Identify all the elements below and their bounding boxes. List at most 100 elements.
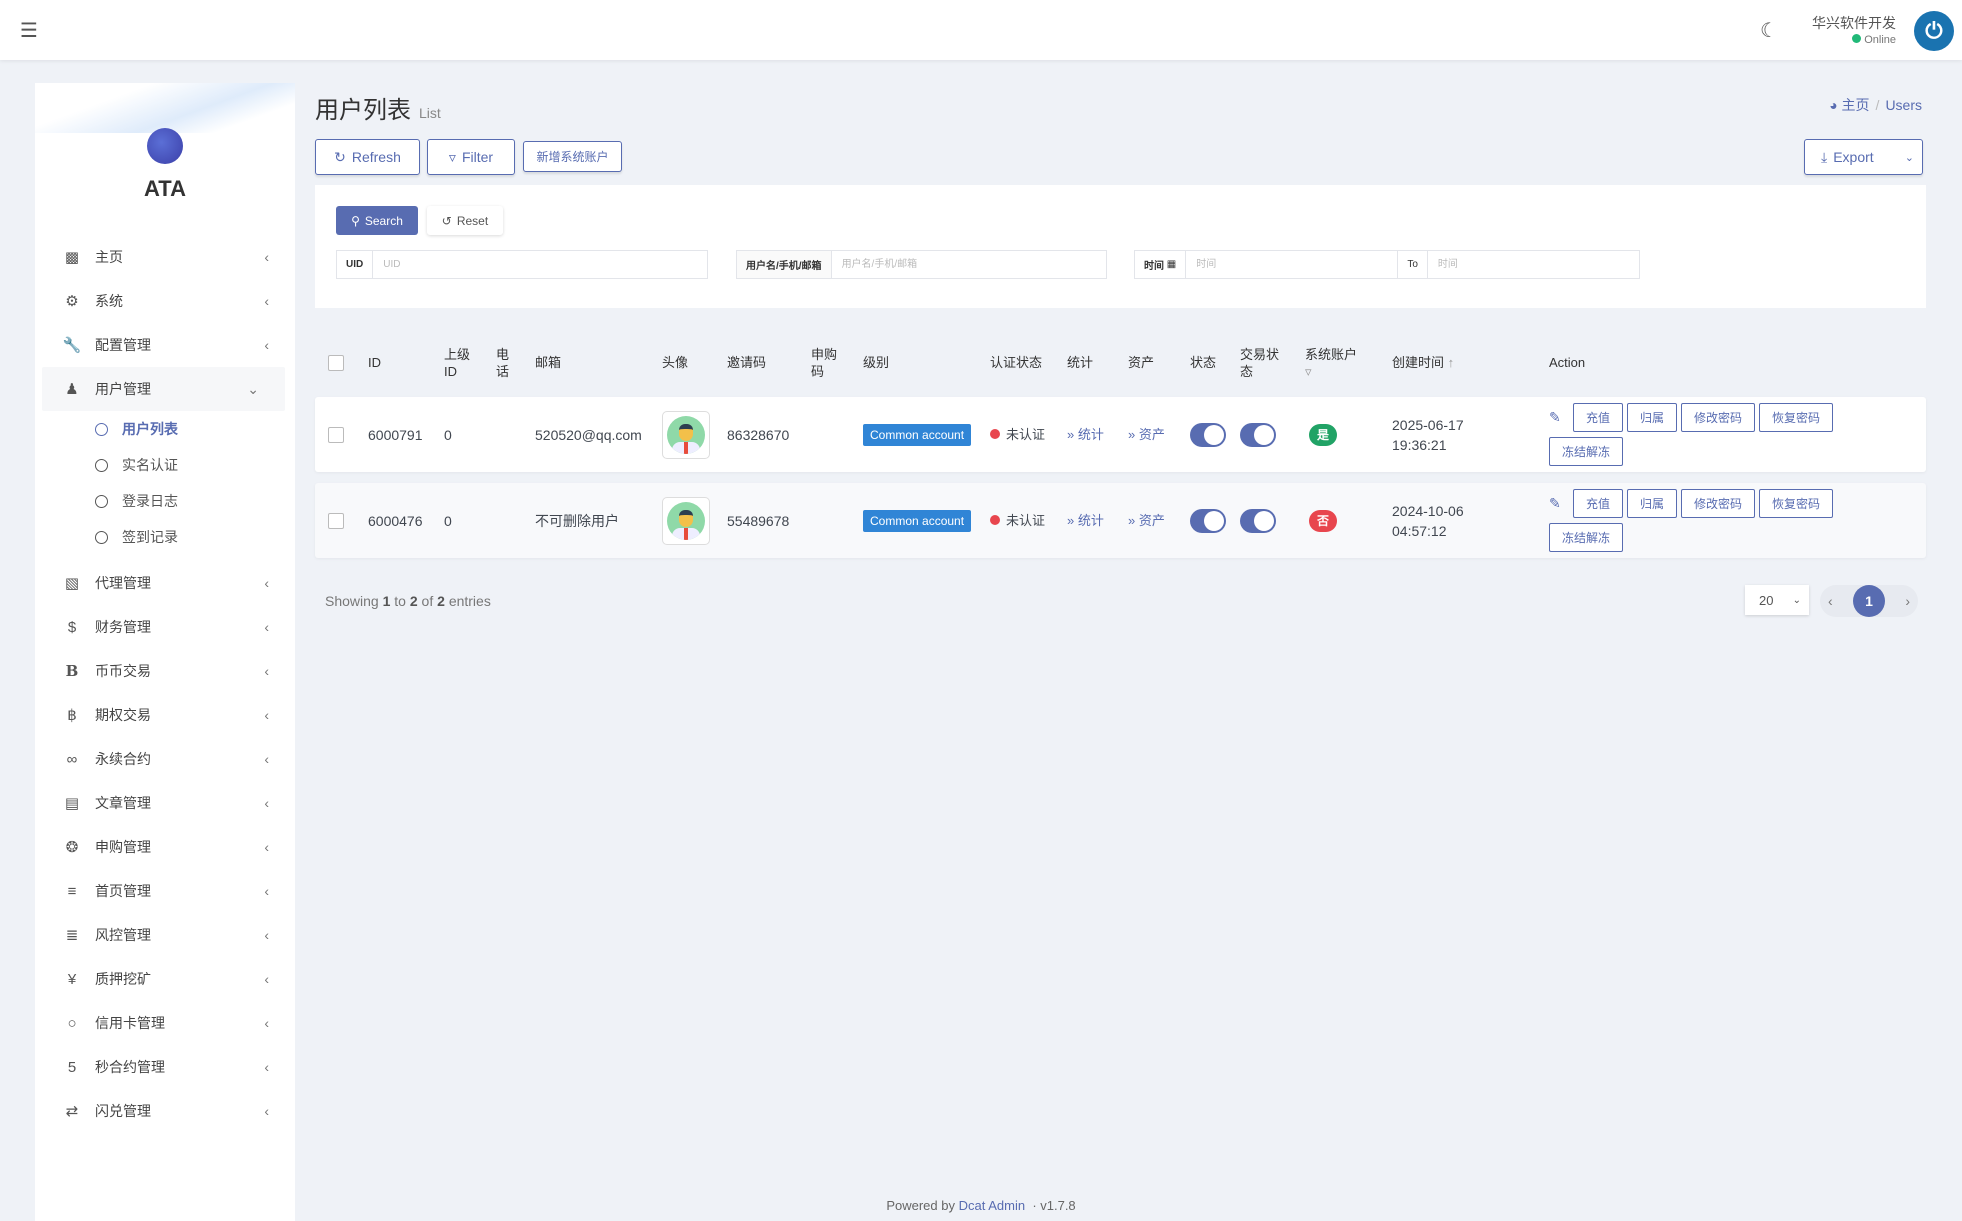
- sidebar-subitem-1[interactable]: 实名认证: [35, 447, 295, 483]
- chevron-left-icon: ‹: [264, 839, 269, 855]
- sort-asc-icon[interactable]: ↑: [1447, 355, 1455, 370]
- column-header-label: 资产: [1128, 355, 1155, 370]
- status-text: Online: [1864, 34, 1896, 46]
- select-all-checkbox[interactable]: [328, 354, 344, 371]
- sidebar-item-7[interactable]: ฿ 期权交易 ‹: [35, 693, 295, 737]
- edit-icon[interactable]: ✎: [1549, 409, 1561, 425]
- prev-page-icon[interactable]: ‹: [1828, 593, 1833, 609]
- wrench-icon: 🔧: [62, 337, 82, 354]
- sidebar-item-3[interactable]: ♟ 用户管理 ⌄: [42, 367, 285, 411]
- stats-link[interactable]: » 统计: [1067, 512, 1104, 528]
- sidebar-item-6[interactable]: B 币币交易 ‹: [35, 649, 295, 693]
- parent-id: 0: [444, 426, 452, 443]
- action-button-0[interactable]: 充值: [1573, 489, 1624, 518]
- list-icon: ≡: [67, 882, 77, 900]
- sidebar-item-16[interactable]: ⇄ 闪兑管理 ‹: [35, 1089, 295, 1133]
- edit-icon[interactable]: ✎: [1549, 495, 1561, 511]
- moon-icon[interactable]: ☾: [1760, 20, 1778, 42]
- sidebar-item-9[interactable]: ▤ 文章管理 ‹: [35, 781, 295, 825]
- column-header-label: 上级ID: [444, 346, 471, 379]
- user-name: 华兴软件开发: [1812, 15, 1896, 31]
- breadcrumb-home[interactable]: 主页: [1841, 97, 1870, 113]
- sidebar-item-label: 闪兑管理: [95, 1103, 151, 1119]
- actions-cell: ✎ 充值 归属 修改密码 恢复密码冻结解冻: [1541, 489, 1926, 552]
- filter-icon[interactable]: ▿: [1305, 363, 1312, 379]
- uid-input[interactable]: [373, 251, 707, 278]
- sidebar-item-label: 信用卡管理: [95, 1015, 165, 1031]
- trade-status-toggle[interactable]: [1240, 422, 1276, 447]
- row-checkbox[interactable]: [328, 512, 344, 529]
- next-page-icon[interactable]: ›: [1905, 593, 1910, 609]
- refresh-button[interactable]: ↻ Refresh: [315, 139, 420, 175]
- reset-button[interactable]: ↺ Reset: [427, 206, 503, 235]
- action-button-4[interactable]: 冻结解冻: [1549, 523, 1624, 552]
- stats-link[interactable]: » 统计: [1067, 426, 1104, 442]
- bar-chart-icon: ▩: [64, 249, 80, 266]
- sidebar-decoration: [35, 83, 295, 133]
- time-to-input[interactable]: [1427, 251, 1640, 278]
- filter-icon: ▿: [448, 148, 456, 165]
- action-button-3[interactable]: 恢复密码: [1759, 403, 1834, 432]
- breadcrumb-users[interactable]: Users: [1885, 97, 1922, 113]
- sidebar-item-13[interactable]: ¥ 质押挖矿 ‹: [35, 957, 295, 1001]
- avatar[interactable]: ⏻: [1914, 11, 1954, 51]
- export-button[interactable]: ⤓ Export ⌄: [1804, 139, 1923, 175]
- page-1-button[interactable]: 1: [1853, 585, 1885, 617]
- chevron-down-icon[interactable]: ⌄: [1904, 151, 1914, 164]
- refresh-label: Refresh: [351, 149, 401, 165]
- sidebar-subitem-0[interactable]: 用户列表: [35, 411, 295, 447]
- user-avatar[interactable]: [662, 410, 710, 459]
- page-title-text: 用户列表: [315, 97, 411, 124]
- column-header-label: 统计: [1067, 355, 1094, 370]
- sidebar-item-2[interactable]: 🔧 配置管理 ‹: [35, 323, 295, 367]
- name-filter: 用户名/手机/邮箱: [736, 250, 1107, 279]
- column-header-label: 系统账户: [1305, 346, 1358, 362]
- time-from-input[interactable]: [1186, 251, 1398, 278]
- add-system-account-button[interactable]: 新增系统账户: [523, 141, 622, 172]
- status-dot: [990, 514, 1000, 525]
- trade-status-cell: [1232, 422, 1297, 447]
- sidebar-item-14[interactable]: ○ 信用卡管理 ‹: [35, 1001, 295, 1045]
- search-button[interactable]: ⚲ Search: [336, 206, 418, 235]
- name-input[interactable]: [831, 251, 1106, 278]
- column-header: 邀请码: [719, 354, 803, 371]
- sidebar-item-15[interactable]: 5 秒合约管理 ‹: [35, 1045, 295, 1089]
- user-icon: ♟: [65, 381, 79, 398]
- per-page-select[interactable]: 20 ⌄: [1745, 585, 1809, 615]
- action-button-2[interactable]: 修改密码: [1681, 489, 1756, 518]
- sidebar-item-12[interactable]: ≣ 风控管理 ‹: [35, 913, 295, 957]
- time-filter: 时间 ▦ To: [1134, 250, 1640, 279]
- action-button-3[interactable]: 恢复密码: [1759, 489, 1834, 518]
- sidebar-item-5[interactable]: $ 财务管理 ‹: [35, 605, 295, 649]
- circle-icon: [95, 458, 108, 472]
- sidebar-item-1[interactable]: ⚙ 系统 ‹: [35, 279, 295, 323]
- sidebar-item-8[interactable]: ∞ 永续合约 ‹: [35, 737, 295, 781]
- assets-link[interactable]: » 资产: [1128, 512, 1165, 528]
- email: 520520@qq.com: [535, 426, 642, 443]
- sidebar-subitem-2[interactable]: 登录日志: [35, 483, 295, 519]
- sidebar-item-0[interactable]: ▩ 主页 ‹: [35, 235, 295, 279]
- entries-info: Showing 1 to 2 of 2 entries: [325, 593, 491, 609]
- status-toggle[interactable]: [1190, 422, 1226, 447]
- sidebar-item-4[interactable]: ▧ 代理管理 ‹: [35, 561, 295, 605]
- footer-version: · v1.7.8: [1032, 1198, 1076, 1213]
- row-checkbox[interactable]: [328, 426, 344, 443]
- filter-button[interactable]: ▿ Filter: [427, 139, 515, 175]
- sidebar-item-11[interactable]: ≡ 首页管理 ‹: [35, 869, 295, 913]
- action-button-1[interactable]: 归属: [1627, 489, 1678, 518]
- action-button-1[interactable]: 归属: [1627, 403, 1678, 432]
- assets-link[interactable]: » 资产: [1128, 426, 1165, 442]
- action-button-2[interactable]: 修改密码: [1681, 403, 1756, 432]
- hamburger-icon[interactable]: ☰: [20, 20, 38, 42]
- user-avatar[interactable]: [662, 496, 710, 545]
- action-button-0[interactable]: 充值: [1573, 403, 1624, 432]
- action-button-4[interactable]: 冻结解冻: [1549, 437, 1624, 466]
- trade-status-toggle[interactable]: [1240, 508, 1276, 533]
- status-toggle[interactable]: [1190, 508, 1226, 533]
- sidebar-item-10[interactable]: ❂ 申购管理 ‹: [35, 825, 295, 869]
- sidebar-subitem-3[interactable]: 签到记录: [35, 519, 295, 555]
- chevron-left-icon: ‹: [264, 751, 269, 767]
- sidebar-item-label: 财务管理: [95, 619, 151, 635]
- sidebar-item-label: 秒合约管理: [95, 1059, 165, 1075]
- dcat-admin-link[interactable]: Dcat Admin: [958, 1198, 1026, 1213]
